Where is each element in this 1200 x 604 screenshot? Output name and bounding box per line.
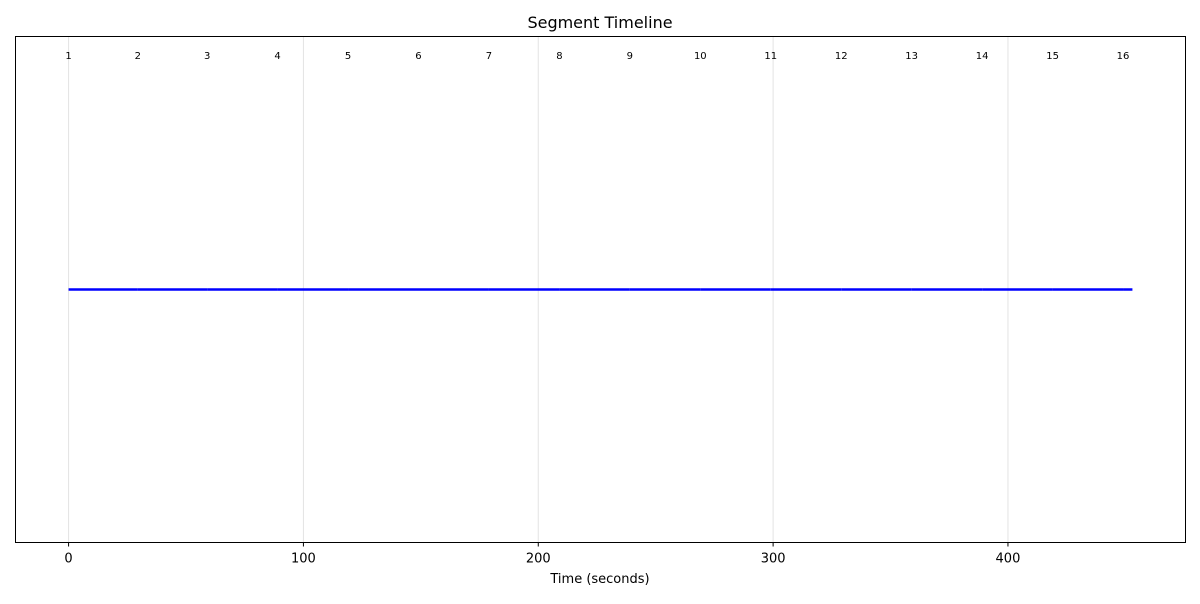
x-axis-ticks: 0 100 200 300 400 [64, 542, 1021, 567]
x-axis-label: Time (seconds) [549, 572, 649, 587]
segment-label: 3 [204, 51, 210, 62]
segment-label: 4 [274, 51, 280, 62]
x-tick-label: 0 [64, 552, 72, 567]
segment-label: 8 [556, 51, 562, 62]
segment-label: 1 [65, 51, 71, 62]
segment-label: 9 [627, 51, 633, 62]
segment-label: 16 [1117, 51, 1130, 62]
segment-label: 14 [976, 51, 989, 62]
segment-label: 6 [415, 51, 421, 62]
segment-label: 2 [135, 51, 141, 62]
segment-label: 7 [486, 51, 492, 62]
segment-label: 5 [345, 51, 351, 62]
segment-label: 10 [694, 51, 707, 62]
segment-label: 11 [764, 51, 777, 62]
segment-label: 15 [1046, 51, 1059, 62]
segment-label: 13 [905, 51, 918, 62]
segment-label-layer: 1 2 3 4 5 6 7 8 9 10 11 12 13 14 15 16 [65, 51, 1129, 62]
x-tick-label: 400 [996, 552, 1021, 567]
plot-frame [15, 36, 1186, 543]
x-tick-label: 100 [291, 552, 316, 567]
chart-title: Segment Timeline [527, 13, 672, 32]
x-tick-label: 300 [761, 552, 786, 567]
x-tick-label: 200 [526, 552, 551, 567]
segment-label: 12 [835, 51, 848, 62]
